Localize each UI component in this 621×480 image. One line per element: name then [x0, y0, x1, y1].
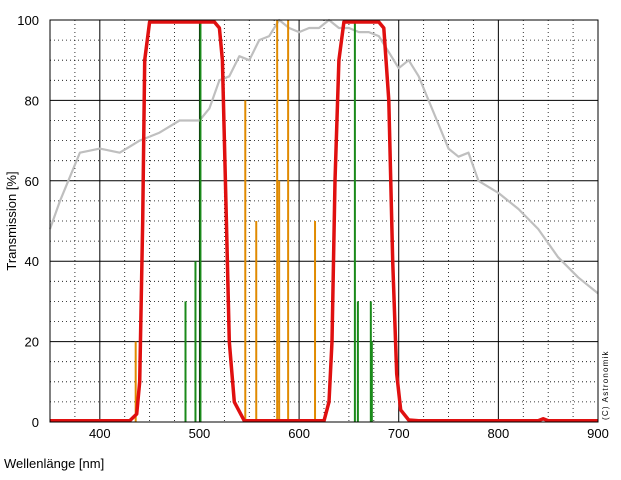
- plot-frame: [49, 19, 599, 423]
- filter-transmission-line: [50, 20, 598, 423]
- y-tick-label: 20: [25, 335, 39, 350]
- copyright-annotation: (C) Astronomik: [601, 350, 610, 420]
- x-tick-label: 500: [189, 426, 211, 441]
- y-tick-label: 0: [32, 415, 39, 430]
- filter-curve-layer: [50, 20, 598, 423]
- y-axis-label: Transmission [%]: [4, 171, 19, 270]
- y-tick-label: 40: [25, 254, 39, 269]
- spectral-lines-layer: [134, 20, 373, 422]
- y-tick-labels: 0 20 40 60 80 100: [17, 13, 39, 430]
- x-axis-label: Wellenlänge [nm]: [4, 456, 104, 471]
- y-tick-label: 60: [25, 174, 39, 189]
- y-tick-label: 80: [25, 93, 39, 108]
- x-tick-label: 700: [388, 426, 410, 441]
- x-tick-label: 600: [288, 426, 310, 441]
- grid: [50, 20, 598, 422]
- sensor-response-line: [48, 18, 599, 295]
- x-tick-label: 900: [587, 426, 609, 441]
- x-tick-label: 400: [89, 426, 111, 441]
- x-tick-label: 800: [488, 426, 510, 441]
- x-tick-labels: 400 500 600 700 800 900: [89, 426, 609, 441]
- sensor-curve-layer: [48, 18, 599, 295]
- y-tick-label: 100: [17, 13, 39, 28]
